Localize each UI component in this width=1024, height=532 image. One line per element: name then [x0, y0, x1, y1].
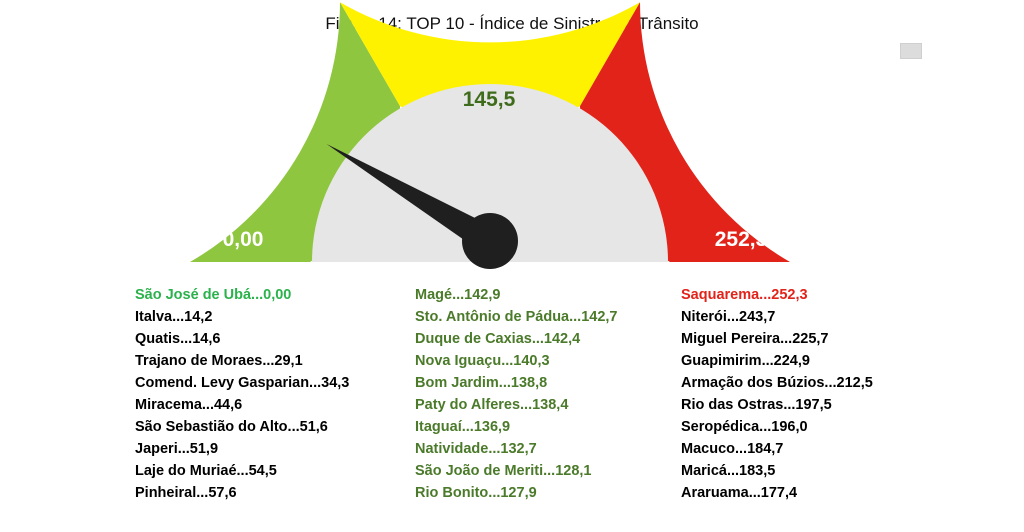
gauge-min-label: 0,00: [223, 228, 264, 251]
gauge-max-label: 252,3: [715, 228, 768, 251]
left-item: São Sebastião do Alto...51,6: [135, 419, 328, 435]
gauge-needle-hub: [462, 213, 518, 269]
left-item: Trajano de Moraes...29,1: [135, 353, 303, 369]
middle-item: Itaguaí...136,9: [415, 419, 511, 435]
gauge-mid-label: 145,5: [463, 88, 516, 111]
left-item: São José de Ubá...0,00: [135, 287, 292, 303]
right-item: Maricá...183,5: [681, 463, 776, 479]
right-item: Guapimirim...224,9: [681, 353, 810, 369]
list-high-index: Saquarema...252,3 Niterói...243,7 Miguel P…: [681, 284, 873, 504]
list-mid-index: Magé...142,9 Sto. Antônio de Pádua...142,…: [415, 284, 618, 504]
middle-item: Rio Bonito...127,9: [415, 485, 537, 501]
right-item: Miguel Pereira...225,7: [681, 331, 829, 347]
right-item: Macuco...184,7: [681, 441, 784, 457]
gauge-inner-face: [312, 84, 668, 262]
middle-item: São João de Meriti...128,1: [415, 463, 592, 479]
right-item: Niterói...243,7: [681, 309, 776, 325]
middle-item: Paty do Alferes...138,4: [415, 397, 569, 413]
middle-item: Duque de Caxias...142,4: [415, 331, 581, 347]
middle-item: Natividade...132,7: [415, 441, 537, 457]
right-item: Saquarema...252,3: [681, 287, 808, 303]
left-item: Quatis...14,6: [135, 331, 221, 347]
left-item: Comend. Levy Gasparian...34,3: [135, 375, 350, 391]
middle-item: Nova Iguaçu...140,3: [415, 353, 550, 369]
right-item: Araruama...177,4: [681, 485, 798, 501]
left-item: Laje do Muriaé...54,5: [135, 463, 277, 479]
gauge-segment-yellow: [340, 2, 640, 131]
middle-item: Sto. Antônio de Pádua...142,7: [415, 309, 618, 325]
middle-item: Bom Jardim...138,8: [415, 375, 548, 391]
left-item: Pinheiral...57,6: [135, 485, 237, 501]
left-item: Japeri...51,9: [135, 441, 219, 457]
right-item: Seropédica...196,0: [681, 419, 808, 435]
corner-marker: [900, 43, 922, 59]
list-low-index: São José de Ubá...0,00 Italva...14,2 Quati…: [135, 284, 349, 504]
left-item: Miracema...44,6: [135, 397, 243, 413]
speedometer-gauge: 0,00 145,5 252,3: [190, 2, 790, 269]
right-item: Armação dos Búzios...212,5: [681, 375, 873, 391]
left-item: Italva...14,2: [135, 309, 213, 325]
middle-item: Magé...142,9: [415, 287, 501, 303]
right-item: Rio das Ostras...197,5: [681, 397, 832, 413]
gauge-needle: [326, 144, 498, 254]
